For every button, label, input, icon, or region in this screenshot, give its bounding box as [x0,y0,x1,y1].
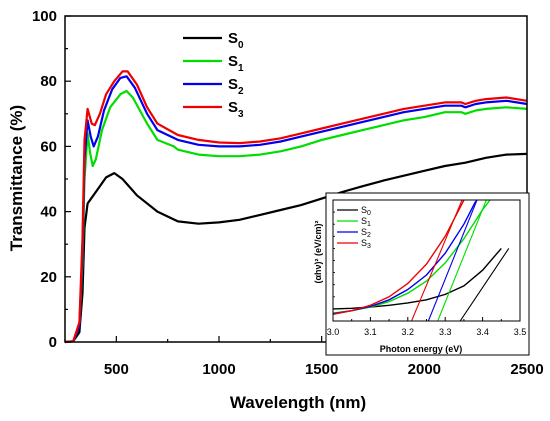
inset-tangent-s0 [459,248,510,321]
series-line-s2 [64,75,528,344]
inset-x-tick-label: 3.5 [514,327,527,337]
inset-tangent-s1 [437,200,487,321]
inset-legend-item-s1: S1 [337,216,371,228]
x-tick-label: 500 [104,361,129,378]
inset-axes: 3.0 3.1 3.2 3.3 3.4 3.5 [327,199,527,337]
main-y-axis-title: Transmittance (%) [7,105,26,251]
inset-legend-item-s0: S0 [337,205,371,217]
y-tick-label: 40 [40,204,57,221]
series-line-s3 [64,70,528,344]
inset-x-tick-label: 3.0 [327,327,340,337]
inset-legend-label: S1 [361,216,371,228]
inset-x-tick-label: 3.4 [476,327,489,337]
inset-x-tick-label: 3.2 [402,327,415,337]
inset-series [333,200,510,321]
main-plot-series [64,70,528,344]
inset-x-tick-label: 3.3 [439,327,452,337]
y-tick-label: 60 [40,138,57,155]
inset-tauc-plot: 3.0 3.1 3.2 3.3 3.4 3.5 Photon energy (eV) (α… [313,192,530,356]
inset-tangent-s2 [427,200,478,321]
inset-legend-label: S3 [361,238,371,250]
x-tick-label: 1500 [305,361,338,378]
inset-legend-label: S0 [361,205,371,217]
y-tick-label: 80 [40,73,57,90]
legend-item-s1: S1 [183,53,244,74]
main-plot-axes: 500 1000 1500 2000 2500 0 20 40 60 80 100 [32,8,544,378]
inset-x-axis-title: Photon energy (eV) [380,344,463,354]
y-tick-label: 100 [32,8,57,25]
x-tick-label: 2000 [408,361,441,378]
legend-label: S3 [228,99,244,120]
legend-item-s3: S3 [183,99,244,120]
inset-x-tick-label: 3.1 [364,327,377,337]
x-tick-label: 2500 [510,361,543,378]
y-tick-label: 20 [40,269,57,286]
x-tick-label: 1000 [202,361,235,378]
legend-item-s2: S2 [183,76,244,97]
inset-tangent-s3 [411,200,463,321]
main-x-axis-title: Wavelength (nm) [230,393,366,412]
legend-label: S1 [228,53,244,74]
legend-label: S0 [228,30,244,51]
inset-legend-item-s3: S3 [337,238,371,250]
inset-y-axis-title: (αhν)² (eV/cm)² [313,220,323,283]
series-line-s0 [64,152,528,344]
inset-legend-label: S2 [361,227,371,239]
legend-item-s0: S0 [183,30,244,51]
inset-background [325,192,530,356]
y-tick-label: 0 [49,334,57,351]
inset-legend-item-s2: S2 [337,227,371,239]
series-line-s1 [64,89,528,344]
legend-label: S2 [228,76,244,97]
